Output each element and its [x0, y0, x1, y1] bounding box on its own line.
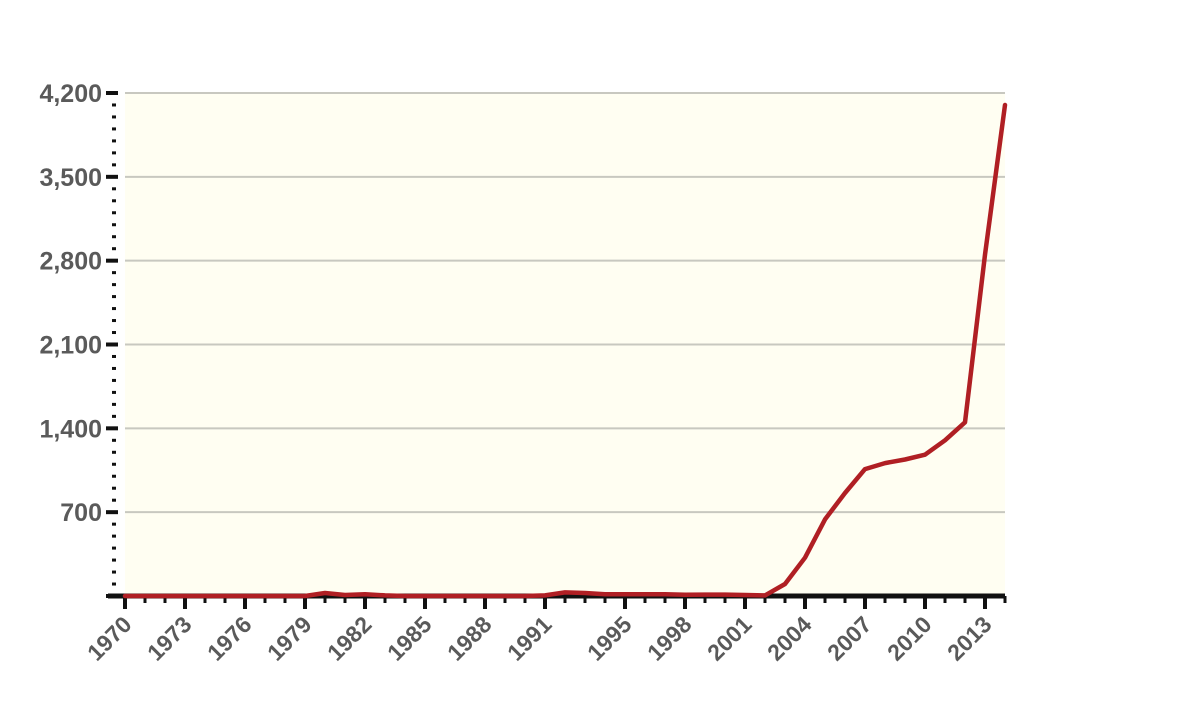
x-tick-label: 1995 [582, 611, 637, 666]
y-minor-tick [112, 271, 116, 275]
x-tick-label: 2007 [822, 611, 877, 666]
y-tick-label: 4,200 [39, 80, 102, 108]
y-tick-label: 1,400 [39, 415, 102, 443]
y-minor-tick [112, 331, 116, 335]
x-tick-label: 2001 [702, 611, 757, 666]
x-tick-label: 1973 [142, 611, 197, 666]
y-minor-tick [112, 223, 116, 227]
y-minor-tick [112, 103, 116, 107]
y-minor-tick [112, 474, 116, 478]
y-minor-tick [112, 307, 116, 311]
y-minor-tick [112, 163, 116, 167]
x-tick-label: 1970 [82, 611, 137, 666]
y-minor-tick [112, 247, 116, 251]
y-minor-tick [112, 127, 116, 131]
x-tick-label: 1982 [322, 611, 377, 666]
y-minor-tick [112, 115, 116, 119]
y-minor-tick [112, 354, 116, 358]
y-minor-tick [112, 462, 116, 466]
x-tick-label: 1998 [642, 611, 697, 666]
y-minor-tick [112, 570, 116, 574]
y-minor-tick [112, 211, 116, 215]
y-minor-tick [112, 438, 116, 442]
series-line [122, 102, 1008, 599]
y-minor-tick [112, 498, 116, 502]
y-axis: 700 1,400 2,100 2,800 3,500 4,200 [39, 80, 118, 598]
y-minor-tick [112, 366, 116, 370]
y-tick-label: 3,500 [39, 164, 102, 192]
y-minor-tick [112, 402, 116, 406]
y-minor-tick [112, 319, 116, 323]
x-tick-label: 2010 [882, 611, 937, 666]
y-tick-label: 2,100 [39, 332, 102, 360]
x-axis: 1970 1973 1976 1979 1982 1985 1988 1991 1995 1998… [82, 593, 1007, 666]
y-minor-tick [112, 283, 116, 287]
x-tick-label: 2004 [762, 611, 817, 666]
x-tick-label: 1979 [262, 611, 317, 666]
y-minor-tick [112, 558, 116, 562]
y-minor-tick [112, 295, 116, 299]
y-minor-tick [112, 414, 116, 418]
gridlines [125, 92, 1005, 514]
y-minor-tick [112, 450, 116, 454]
y-minor-tick [112, 486, 116, 490]
x-tick-label: 1985 [382, 611, 437, 666]
y-minor-tick [112, 534, 116, 538]
y-minor-tick [112, 546, 116, 550]
y-minor-tick [112, 390, 116, 394]
y-minor-tick [112, 199, 116, 203]
y-minor-tick [112, 582, 116, 586]
y-minor-tick [112, 187, 116, 191]
y-tick-label: 700 [60, 499, 102, 527]
y-minor-tick [112, 139, 116, 143]
x-tick-label: 1976 [202, 611, 257, 666]
y-minor-tick [112, 378, 116, 382]
x-tick-label: 1988 [442, 611, 497, 666]
x-tick-label: 1991 [502, 611, 557, 666]
y-tick-label: 2,800 [39, 248, 102, 276]
x-tick-label: 2013 [942, 611, 997, 666]
y-minor-tick [112, 522, 116, 526]
y-minor-tick [112, 151, 116, 155]
y-minor-tick [112, 235, 116, 239]
